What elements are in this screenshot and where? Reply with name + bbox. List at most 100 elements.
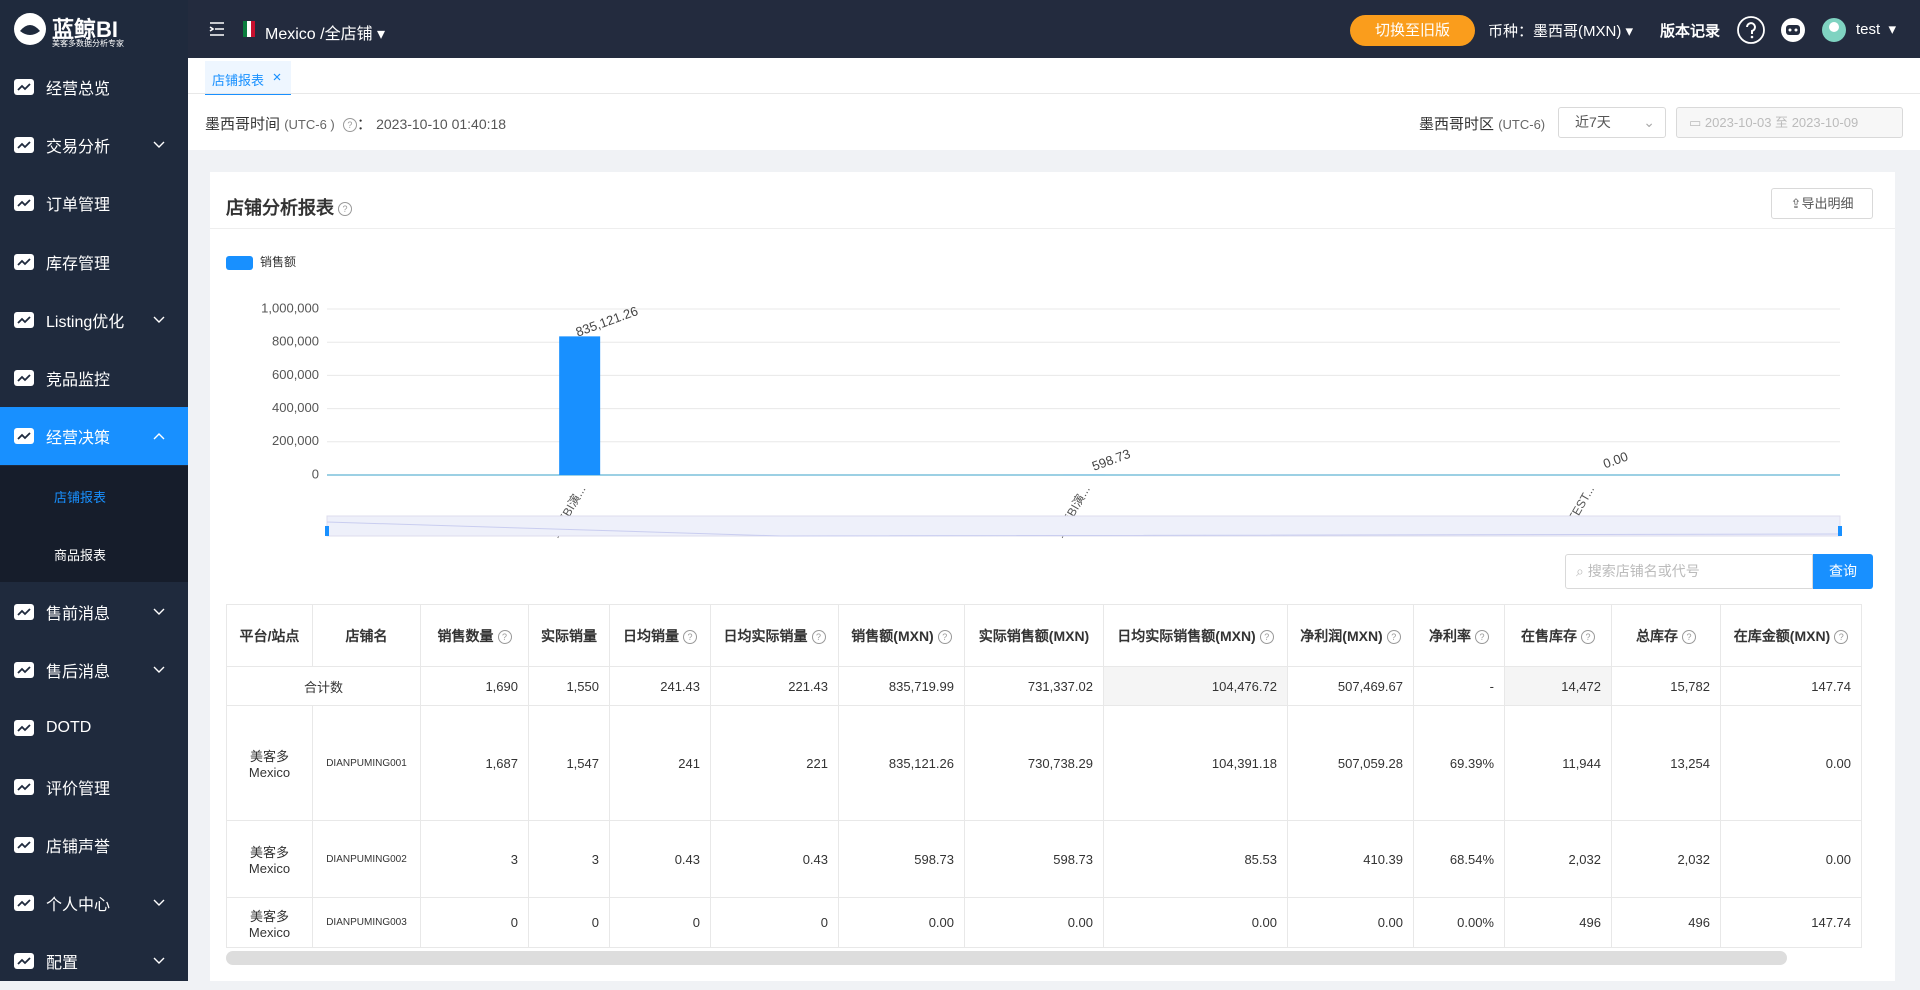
menu-item[interactable]: Listing优化	[0, 291, 188, 349]
arrow	[154, 667, 164, 672]
search-placeholder: 搜索店铺名或代号	[1588, 563, 1700, 579]
total-label: 合计数	[227, 667, 421, 706]
currency-select[interactable]: 币种：墨西哥(MXN) ▾	[1488, 20, 1633, 41]
menu-item[interactable]: 售前消息	[0, 583, 188, 641]
total-cell: 15,782	[1612, 667, 1721, 706]
table-cell: 1,547	[529, 706, 610, 821]
y-tick-label: 200,000	[272, 433, 319, 448]
header-text: 日均销量	[623, 628, 679, 644]
zoom-slider[interactable]	[327, 516, 1840, 536]
bot-icon[interactable]	[1779, 16, 1807, 44]
avatar[interactable]	[1821, 17, 1847, 43]
changelog-link[interactable]: 版本记录	[1660, 20, 1720, 41]
help-icon: ?	[498, 630, 512, 644]
switch-button[interactable]: 切换至旧版	[1350, 15, 1475, 46]
table-cell: 85.53	[1104, 821, 1288, 898]
table-cell: 835,121.26	[839, 706, 965, 821]
y-tick-label: 1,000,000	[261, 300, 319, 315]
header-row: 平台/站点店铺名销售数量?实际销量日均销量?日均实际销量?销售额(MXN)?实际…	[227, 605, 1862, 667]
menu-arrow	[153, 316, 165, 324]
menu-item[interactable]: 评价管理	[0, 758, 188, 816]
zone-info: 墨西哥时区 (UTC-6)	[1419, 113, 1545, 134]
menu-item[interactable]: 库存管理	[0, 233, 188, 291]
search-button[interactable]: 查询	[1813, 554, 1873, 589]
menu-item[interactable]: 经营决策	[0, 407, 188, 465]
submenu-bg	[0, 466, 188, 582]
arrow	[154, 434, 164, 439]
zoom-handle[interactable]	[325, 526, 329, 536]
zoom-handle[interactable]	[1838, 526, 1842, 536]
logo-subtitle: 美客多数据分析专家	[52, 38, 124, 49]
table-cell: 美客多 Mexico	[227, 821, 313, 898]
table-cell: 730,738.29	[965, 706, 1104, 821]
header-text: 净利润(MXN)	[1300, 628, 1382, 644]
date-range[interactable]: ▭ 2023-10-03 至 2023-10-09	[1676, 107, 1903, 138]
table-cell: 美客多 Mexico	[227, 898, 313, 948]
zone-label: 墨西哥时区	[1419, 116, 1494, 133]
table-cell: 598.73	[839, 821, 965, 898]
table-cell: 147.74	[1721, 898, 1862, 948]
search-input[interactable]: ⌕ 搜索店铺名或代号	[1565, 554, 1813, 589]
menu-arrow	[153, 957, 165, 965]
menu-item[interactable]: 竞品监控	[0, 349, 188, 407]
legend-label: 销售额	[260, 254, 296, 269]
chart: 销售额0200,000400,000600,000800,0001,000,00…	[210, 240, 1890, 540]
tab-close[interactable]	[273, 73, 281, 81]
submenu-item[interactable]: 店铺报表	[0, 487, 160, 506]
menu-item[interactable]: DOTD	[0, 699, 188, 757]
menu-item[interactable]: 售后消息	[0, 641, 188, 699]
table-cell: 0.00	[965, 898, 1104, 948]
table-cell: 11,944	[1505, 706, 1612, 821]
y-tick-label: 600,000	[272, 367, 319, 382]
menu-icon	[13, 252, 35, 272]
report-title-text: 店铺分析报表	[226, 198, 334, 218]
menu-item[interactable]: 配置	[0, 932, 188, 990]
menu-item[interactable]: 个人中心	[0, 874, 188, 932]
menu-item[interactable]: 店铺声誉	[0, 816, 188, 874]
time-value: 2023-10-10 01:40:18	[376, 116, 506, 132]
tab[interactable]: 店铺报表	[205, 61, 291, 95]
table-cell: 496	[1505, 898, 1612, 948]
help-icon[interactable]	[1736, 15, 1766, 45]
table-cell: 496	[1612, 898, 1721, 948]
total-cell: 1,550	[529, 667, 610, 706]
user-name: test	[1856, 21, 1880, 38]
menu-label: 配置	[46, 949, 78, 973]
time-zone: (UTC-6 )	[284, 117, 335, 132]
menu-item[interactable]: 订单管理	[0, 174, 188, 232]
table-cell: 0.00	[1721, 821, 1862, 898]
user-menu[interactable]: test ▾	[1856, 20, 1896, 38]
menu-label: 售前消息	[46, 600, 110, 624]
divider	[188, 93, 1920, 94]
value-label: 0.00	[1601, 449, 1630, 472]
submenu-item[interactable]: 商品报表	[0, 545, 160, 564]
menu-label: 交易分析	[46, 133, 110, 157]
header-text: 销售数量	[438, 628, 494, 644]
menu-label: 店铺声誉	[46, 833, 110, 857]
table-cell: 104,391.18	[1104, 706, 1288, 821]
divider	[210, 228, 1895, 229]
menu-icon	[13, 718, 35, 738]
menu-arrow	[153, 141, 165, 149]
arrow	[154, 317, 164, 322]
menu-icon	[13, 77, 35, 97]
menu-toggle[interactable]	[208, 20, 228, 38]
table-cell: 507,059.28	[1288, 706, 1414, 821]
help-icon: ?	[1682, 630, 1696, 644]
site-select[interactable]: Mexico /全店铺 ▾	[265, 20, 385, 44]
scrollbar[interactable]	[226, 951, 1787, 965]
date-end: 2023-10-09	[1792, 115, 1859, 130]
menu-label: 评价管理	[46, 775, 110, 799]
help-icon: ?	[812, 630, 826, 644]
menu-item[interactable]: 经营总览	[0, 58, 188, 116]
range-select[interactable]: 近7天⌄	[1558, 107, 1666, 138]
table-cell: 598.73	[965, 821, 1104, 898]
menu-icon	[13, 835, 35, 855]
table-cell: 0.00	[1288, 898, 1414, 948]
site-text: Mexico /全店铺	[265, 26, 373, 43]
export-button[interactable]: ⇪导出明细	[1771, 188, 1873, 219]
table-cell: 0.43	[711, 821, 839, 898]
menu-item[interactable]: 交易分析	[0, 116, 188, 174]
header-text: 在售库存	[1521, 628, 1577, 644]
arrow	[154, 958, 164, 963]
